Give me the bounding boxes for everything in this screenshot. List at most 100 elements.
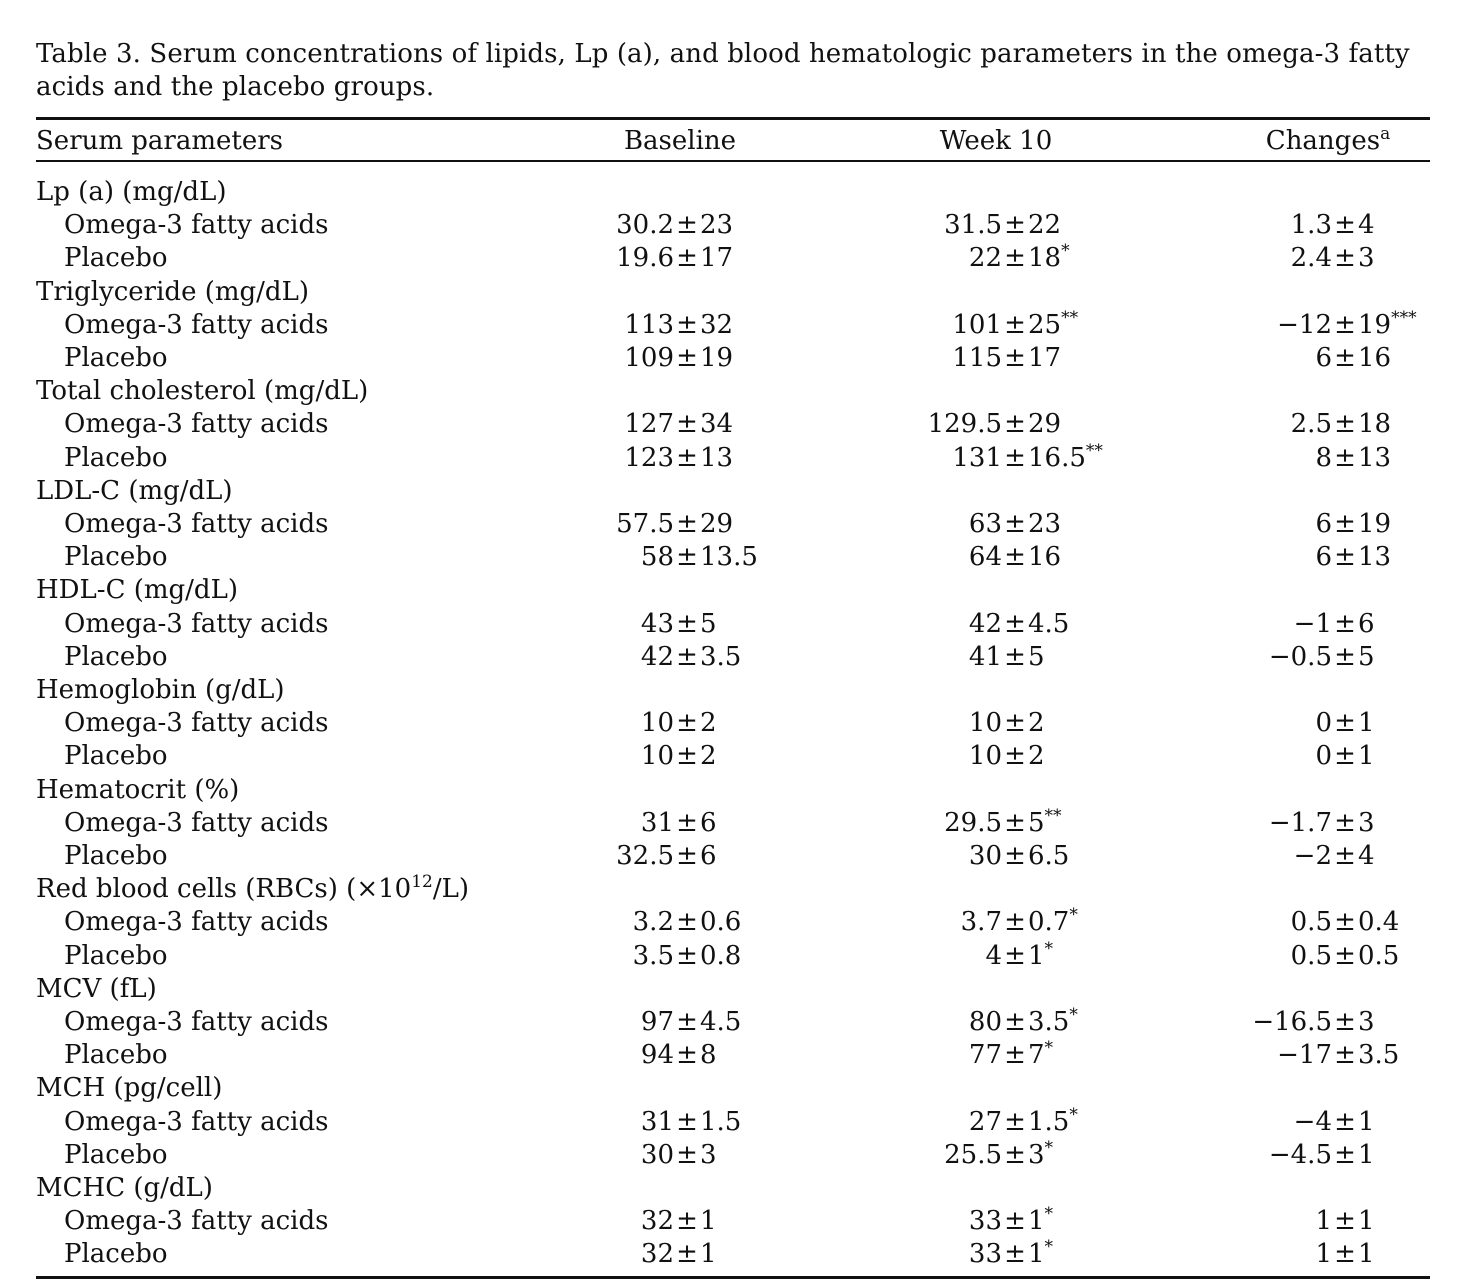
value-sd: 23 bbox=[700, 210, 734, 241]
value-baseline: 32±1 bbox=[604, 1205, 744, 1238]
value-mean: 0.5 bbox=[1290, 907, 1332, 938]
plus-minus-sign: ± bbox=[1334, 409, 1356, 440]
group-row: Triglyceride (mg/dL) bbox=[0, 276, 1464, 309]
plus-minus-sign: ± bbox=[676, 542, 698, 573]
plus-minus-sign: ± bbox=[1334, 509, 1356, 539]
plus-minus-sign: ± bbox=[676, 708, 698, 739]
value-week10: 33±1* bbox=[904, 1205, 1064, 1238]
value-baseline: 109±19 bbox=[604, 342, 744, 375]
value-changes: −2±4 bbox=[1236, 840, 1386, 873]
significance-marker: * bbox=[1044, 1038, 1054, 1059]
value-sd: 2 bbox=[1028, 741, 1045, 772]
group-row: MCHC (g/dL) bbox=[0, 1172, 1464, 1205]
table-row: Omega-3 fatty acids 97±4.5 80±3.5* −16.5±3 bbox=[0, 1006, 1464, 1039]
value-changes: 2.5±18 bbox=[1236, 408, 1391, 441]
table-row: Omega-3 fatty acids 32±1 33±1* 1±1 bbox=[0, 1205, 1464, 1238]
value-week10: 77±7* bbox=[904, 1039, 1064, 1072]
row-label: Placebo bbox=[64, 1040, 168, 1071]
value-sd: 19 bbox=[1358, 309, 1392, 340]
plus-minus-sign: ± bbox=[1334, 542, 1356, 573]
value-sd: 16 bbox=[1028, 542, 1062, 573]
value-mean: 77 bbox=[968, 1040, 1002, 1071]
table-row: Placebo 109±19 115±17 6±16 bbox=[0, 342, 1464, 375]
value-mean: 10 bbox=[640, 741, 674, 772]
significance-marker: * bbox=[1061, 241, 1070, 262]
value-mean: 123 bbox=[624, 442, 674, 473]
value-baseline: 30.2±23 bbox=[604, 209, 744, 242]
value-sd: 3 bbox=[1028, 1139, 1045, 1170]
value-changes: 6±13 bbox=[1236, 541, 1391, 574]
value-changes: 1±1 bbox=[1236, 1205, 1386, 1238]
value-mean: 64 bbox=[968, 542, 1002, 573]
value-mean: 42 bbox=[640, 641, 674, 672]
plus-minus-sign: ± bbox=[1334, 841, 1356, 871]
value-baseline: 31±1.5 bbox=[604, 1106, 744, 1139]
value-sd: 5 bbox=[1028, 807, 1045, 838]
value-sd: 1 bbox=[700, 1206, 717, 1237]
value-changes: 1±1 bbox=[1236, 1238, 1386, 1271]
value-week10: 4±1* bbox=[904, 940, 1064, 973]
value-mean: 33 bbox=[968, 1206, 1002, 1237]
plus-minus-sign: ± bbox=[676, 509, 698, 539]
value-sd: 5 bbox=[1358, 641, 1375, 672]
value-sd: 29 bbox=[1028, 409, 1062, 440]
group-label: Total cholesterol (mg/dL) bbox=[36, 375, 368, 408]
value-sd: 18 bbox=[1028, 243, 1062, 274]
value-sd: 3.5 bbox=[700, 641, 742, 672]
group-label: MCH (pg/cell) bbox=[36, 1072, 222, 1105]
plus-minus-sign: ± bbox=[1334, 1040, 1356, 1071]
value-week10: 33±1* bbox=[904, 1238, 1064, 1271]
value-changes: 0.5±0.5 bbox=[1236, 940, 1400, 973]
value-mean: 58 bbox=[640, 542, 674, 573]
plus-minus-sign: ± bbox=[1004, 708, 1026, 739]
header-baseline: Baseline bbox=[623, 126, 737, 156]
plus-minus-sign: ± bbox=[676, 1239, 698, 1270]
value-mean: 2.4 bbox=[1290, 243, 1332, 274]
value-sd: 0.7 bbox=[1028, 907, 1070, 938]
value-sd: 6 bbox=[700, 807, 717, 838]
value-mean: 29.5 bbox=[944, 807, 1002, 838]
plus-minus-sign: ± bbox=[676, 243, 698, 274]
value-sd: 29 bbox=[700, 509, 734, 539]
header-week-10: Week 10 bbox=[939, 126, 1053, 156]
value-mean: 0 bbox=[1315, 708, 1332, 739]
value-week10: 41±5 bbox=[904, 641, 1064, 674]
value-sd: 4 bbox=[1358, 210, 1375, 241]
table-header-row: Serum parameters Baseline Week 10 Change… bbox=[0, 125, 1464, 158]
value-mean: 3.2 bbox=[632, 907, 674, 938]
value-sd: 0.8 bbox=[700, 940, 742, 971]
table-row: Placebo 30±3 25.5±3* −4.5±1 bbox=[0, 1139, 1464, 1172]
plus-minus-sign: ± bbox=[676, 1206, 698, 1237]
significance-marker: * bbox=[1069, 1005, 1078, 1025]
group-label-text: HDL-C (mg/dL) bbox=[36, 575, 238, 606]
value-mean: −4 bbox=[1293, 1106, 1332, 1137]
value-baseline: 10±2 bbox=[604, 740, 744, 773]
value-mean: 3.7 bbox=[960, 907, 1002, 938]
value-sd: 6.5 bbox=[1028, 841, 1070, 871]
value-week10: 115±17 bbox=[904, 342, 1064, 375]
value-sd: 19 bbox=[700, 343, 734, 373]
row-label: Placebo bbox=[64, 542, 168, 573]
group-label-text: Hematocrit (%) bbox=[36, 774, 240, 805]
value-week10: 31.5±22 bbox=[904, 209, 1064, 242]
value-mean: 113 bbox=[624, 309, 674, 340]
value-mean: 3.5 bbox=[632, 940, 674, 971]
value-mean: 57.5 bbox=[616, 509, 674, 539]
plus-minus-sign: ± bbox=[1004, 841, 1026, 871]
table-row: Placebo 42±3.5 41±5 −0.5±5 bbox=[0, 641, 1464, 674]
value-sd: 1 bbox=[1028, 1206, 1045, 1237]
value-sd: 4.5 bbox=[700, 1007, 742, 1037]
value-mean: 0 bbox=[1315, 741, 1332, 772]
value-sd: 7 bbox=[1028, 1040, 1045, 1071]
value-sd: 1.5 bbox=[1028, 1106, 1070, 1137]
value-sd: 1.5 bbox=[700, 1106, 742, 1137]
value-sd: 1 bbox=[1028, 940, 1045, 971]
plus-minus-sign: ± bbox=[676, 1139, 698, 1170]
plus-minus-sign: ± bbox=[1334, 1206, 1356, 1237]
group-row: LDL-C (mg/dL) bbox=[0, 475, 1464, 508]
header-changes-footnote: a bbox=[1380, 124, 1391, 144]
value-baseline: 19.6±17 bbox=[604, 242, 744, 275]
table-caption: Table 3. Serum concentrations of lipids,… bbox=[36, 39, 1410, 102]
group-label: Hematocrit (%) bbox=[36, 774, 239, 807]
value-baseline: 58±13.5 bbox=[604, 541, 758, 574]
